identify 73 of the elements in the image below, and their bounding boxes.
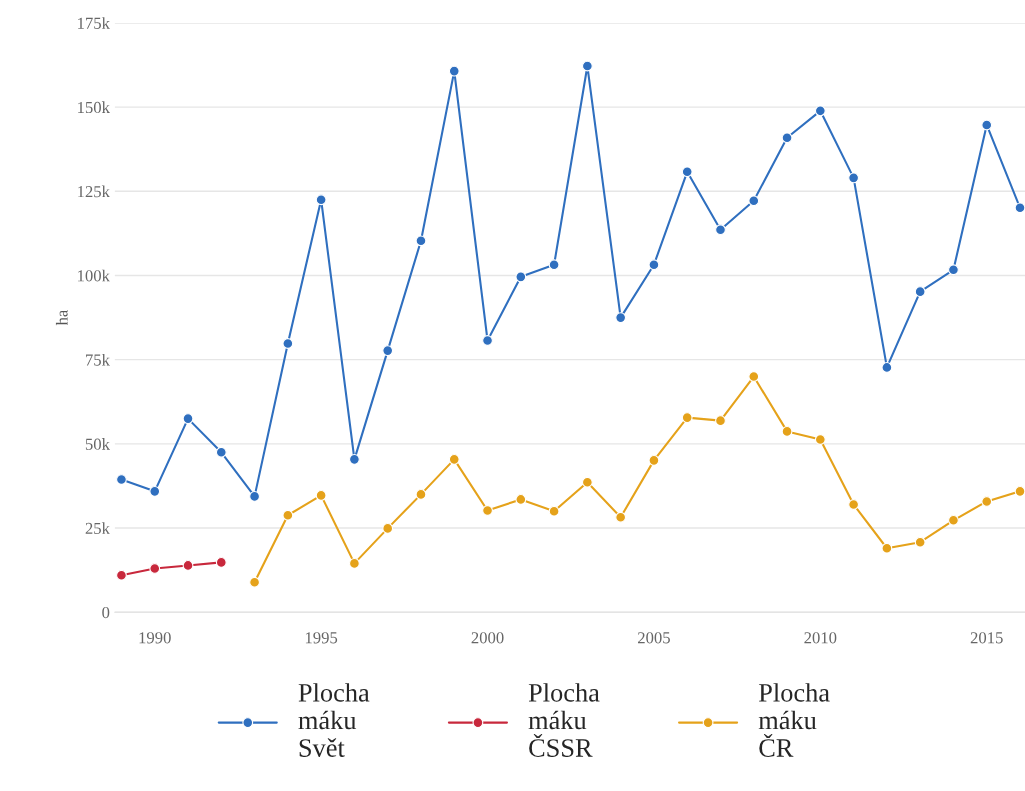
y-tick-label: 50k <box>85 438 110 450</box>
point <box>881 362 893 373</box>
point <box>249 490 260 502</box>
y-tick-label: 75k <box>86 353 110 366</box>
point <box>116 474 127 485</box>
point <box>948 264 959 276</box>
x-tick-label: 1995 <box>305 632 338 644</box>
x-tick-label: 1990 <box>139 632 171 644</box>
point <box>781 425 793 437</box>
point <box>448 453 460 465</box>
point <box>814 434 826 445</box>
point <box>315 194 327 206</box>
point <box>848 499 860 510</box>
point <box>1014 485 1025 497</box>
y-tick-label: 25k <box>85 522 110 534</box>
point <box>149 485 161 497</box>
y-tick-label: 150k <box>78 101 110 114</box>
point <box>548 505 560 517</box>
point <box>149 563 161 574</box>
point <box>215 446 227 458</box>
point <box>415 488 427 500</box>
legend-label: Plocha máku Svět <box>298 683 370 757</box>
point <box>282 338 294 349</box>
point <box>448 65 460 77</box>
point <box>182 560 194 571</box>
y-tick-label: 175k <box>78 17 110 29</box>
y-tick-label: 125k <box>78 185 110 198</box>
x-tick-label: 2015 <box>970 632 1003 644</box>
x-tick-label: 2010 <box>804 632 837 644</box>
point <box>715 224 726 236</box>
point <box>215 556 227 568</box>
point <box>615 312 627 324</box>
point <box>315 489 327 501</box>
y-tick-label: 100k <box>78 269 110 282</box>
point <box>715 415 726 427</box>
point <box>615 511 627 523</box>
point <box>648 259 660 271</box>
point <box>648 454 660 466</box>
point <box>681 166 693 178</box>
point <box>881 542 893 554</box>
legend-label: Plocha máku ČR <box>758 683 830 757</box>
point <box>814 105 826 117</box>
point <box>914 536 926 548</box>
point <box>282 509 294 521</box>
point <box>914 286 926 298</box>
x-tick-label: 2000 <box>471 632 504 644</box>
x-tick-label: 2005 <box>638 632 670 644</box>
point <box>781 132 793 144</box>
legend-label: Plocha máku ČSSR <box>528 683 600 757</box>
point <box>848 172 860 184</box>
point <box>515 494 527 505</box>
point <box>681 412 693 424</box>
point <box>581 476 593 488</box>
point <box>249 576 260 588</box>
point <box>981 496 993 507</box>
point <box>482 335 493 346</box>
point <box>382 522 394 534</box>
point <box>382 345 394 357</box>
point <box>182 413 194 425</box>
point <box>116 569 127 581</box>
point <box>348 453 360 465</box>
y-tick-label: 0 <box>102 606 110 619</box>
point <box>415 235 427 247</box>
point <box>748 195 760 207</box>
point <box>948 514 959 526</box>
point <box>482 505 493 516</box>
y-axis-title: ha <box>55 309 68 326</box>
point <box>348 557 360 569</box>
point <box>548 259 560 271</box>
point <box>515 271 527 283</box>
point <box>581 60 593 72</box>
point <box>748 371 760 382</box>
point <box>981 119 993 131</box>
